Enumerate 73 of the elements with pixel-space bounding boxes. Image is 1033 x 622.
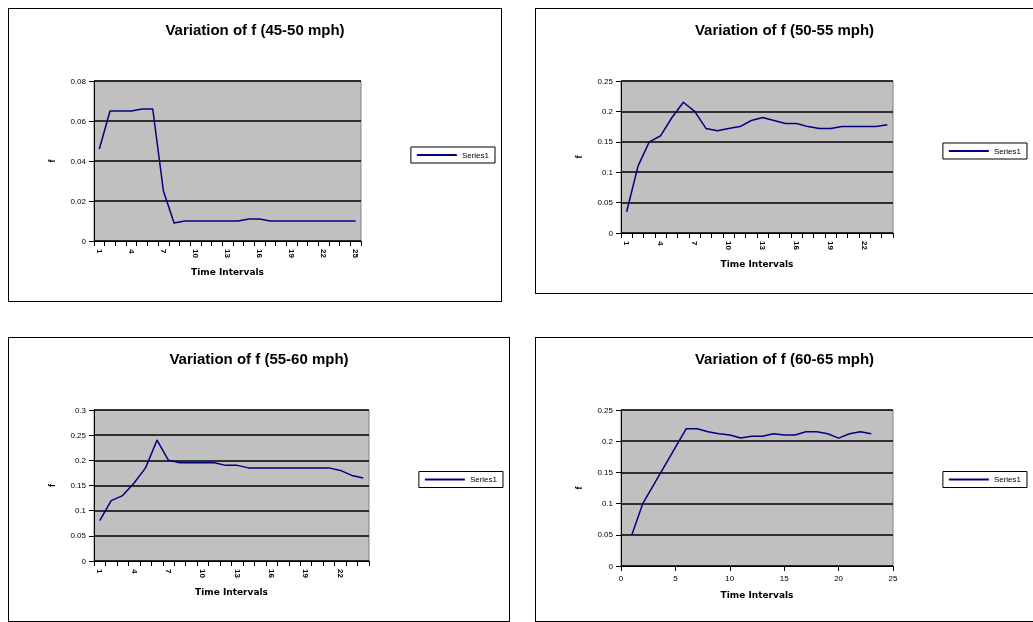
x-tick-label: 16 [792,241,802,251]
x-tick-label: 5 [673,573,679,583]
y-tick-label: 0.05 [597,530,614,540]
y-tick-label: 0.04 [70,156,87,166]
x-tick-label: 22 [860,241,870,251]
x-tick-label: 19 [826,241,836,251]
legend-label: Series1 [993,146,1022,156]
y-tick-label: 0 [608,228,614,238]
line-series [625,101,889,213]
x-tick-label: 4 [129,569,139,574]
x-tick-label: 25 [351,249,361,259]
chart-title: Variation of f (45-50 mph) [165,21,345,38]
x-tick-label: 13 [758,241,768,251]
x-tick-label: 25 [888,573,898,583]
y-tick-label: 0 [81,556,87,566]
y-tick-label: 0.15 [70,481,87,490]
y-tick-label: 0.15 [597,467,614,477]
x-tick-label: 22 [319,249,329,259]
x-tick-label: 4 [656,241,666,246]
y-tick-label: 0.25 [597,405,614,415]
x-tick-label: 4 [126,249,136,254]
y-axis-title: f [573,485,584,490]
x-tick-label: 13 [232,569,242,579]
x-tick-label: 13 [223,249,232,259]
y-tick-label: 0.05 [597,198,614,208]
x-tick-label: 10 [190,249,200,259]
y-tick-label: 0.02 [70,196,87,206]
x-tick-label: 7 [163,569,173,574]
x-tick-label: 7 [690,241,700,246]
x-tick-label: 7 [158,249,168,254]
y-tick-label: 0.3 [74,405,87,415]
y-tick-label: 0.1 [601,167,614,177]
y-tick-label: 0.2 [601,106,614,116]
x-tick-label: 19 [301,569,311,579]
x-axis-title: Time Intervals [720,258,794,269]
x-tick-label: 1 [622,241,632,246]
x-tick-label: 19 [287,249,297,259]
x-tick-label: 10 [725,573,735,583]
x-tick-label: 1 [95,569,105,574]
y-axis-title: f [46,158,57,163]
y-tick-label: 0.05 [70,531,87,541]
y-tick-label: 0.15 [597,137,614,147]
x-tick-label: 20 [834,573,844,583]
y-tick-label: 0.08 [70,76,87,86]
legend-label: Series1 [461,150,490,160]
y-axis-title: f [573,154,584,159]
legend-label: Series1 [993,475,1022,484]
y-tick-label: 0.1 [601,499,614,509]
x-tick-label: 1 [94,249,104,254]
x-tick-label: 10 [198,569,208,579]
y-axis-title: f [46,483,57,487]
x-tick-label: 0 [618,573,624,583]
x-tick-label: 16 [255,249,265,259]
x-axis-title: Time Intervals [191,266,264,277]
y-tick-label: 0.2 [601,436,614,446]
line-series [631,427,872,536]
x-tick-label: 10 [724,241,734,251]
line-series [98,108,357,224]
y-tick-label: 0.2 [74,455,87,465]
chart-title: Variation of f (55-60 mph) [169,350,349,367]
y-tick-label: 0.25 [70,430,87,440]
x-tick-label: 16 [267,569,277,579]
legend-label: Series1 [469,475,498,484]
x-axis-title: Time Intervals [195,586,268,597]
line-series [98,439,365,522]
y-tick-label: 0.06 [70,116,87,126]
x-tick-label: 22 [335,569,345,579]
x-axis-title: Time Intervals [720,589,794,600]
y-tick-label: 0.1 [74,506,87,516]
chart-title: Variation of f (60-65 mph) [694,350,875,367]
chart-title: Variation of f (50-55 mph) [694,21,875,38]
x-tick-label: 15 [779,573,790,583]
y-tick-label: 0.25 [597,76,614,86]
